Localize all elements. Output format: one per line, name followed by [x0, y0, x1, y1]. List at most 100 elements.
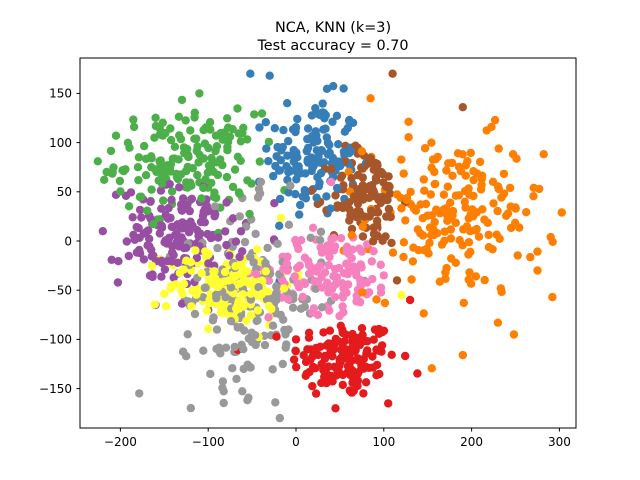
data-point-class_1 — [275, 221, 284, 230]
data-point-class_3 — [175, 183, 184, 192]
data-point-class_0 — [291, 335, 301, 344]
data-point-class_4 — [437, 240, 447, 249]
data-point-class_5 — [253, 306, 263, 315]
data-point-class_4 — [427, 364, 436, 373]
data-point-class_0 — [308, 352, 317, 361]
data-point-class_1 — [345, 116, 354, 126]
data-point-class_3 — [157, 204, 166, 213]
data-point-class_6 — [384, 204, 394, 214]
data-point-class_1 — [310, 159, 320, 169]
data-point-class_8 — [200, 283, 210, 292]
data-point-class_0 — [320, 354, 330, 363]
data-point-class_0 — [292, 362, 301, 372]
data-point-class_8 — [262, 295, 272, 304]
data-point-class_3 — [182, 243, 191, 252]
data-point-class_4 — [424, 249, 433, 258]
data-point-class_4 — [480, 215, 489, 224]
data-point-class_8 — [186, 403, 195, 413]
data-point-class_0 — [363, 337, 372, 346]
data-point-class_8 — [230, 342, 239, 352]
data-point-class_8 — [254, 184, 264, 193]
data-point-class_0 — [343, 352, 352, 361]
data-point-class_8 — [306, 233, 315, 242]
data-point-class_2 — [134, 176, 143, 185]
data-point-class_3 — [157, 258, 167, 268]
data-point-class_1 — [293, 153, 302, 162]
data-point-class_2 — [155, 124, 164, 133]
data-point-class_1 — [279, 125, 288, 135]
data-point-class_4 — [419, 309, 428, 318]
data-point-class_4 — [399, 252, 408, 262]
data-point-class_6 — [373, 208, 383, 217]
data-point-class_6 — [382, 212, 391, 221]
data-point-class_5 — [239, 301, 249, 310]
data-point-class_6 — [370, 163, 379, 172]
data-point-class_2 — [166, 124, 175, 133]
data-point-class_3 — [225, 251, 234, 260]
data-point-class_8 — [216, 349, 225, 358]
data-point-class_0 — [328, 351, 337, 361]
data-point-class_4 — [508, 150, 518, 159]
data-point-class_4 — [366, 94, 375, 103]
data-point-class_7 — [355, 244, 364, 253]
data-point-class_2 — [250, 110, 259, 119]
data-point-class_0 — [359, 389, 368, 398]
data-point-class_6 — [381, 182, 391, 191]
data-point-class_3 — [231, 237, 241, 246]
data-point-class_7 — [324, 260, 333, 270]
data-point-class_6 — [458, 103, 467, 112]
data-point-class_1 — [275, 194, 285, 204]
data-point-class_7 — [338, 293, 348, 302]
data-point-class_2 — [165, 163, 175, 172]
data-point-class_3 — [177, 233, 186, 242]
data-point-class_1 — [289, 145, 298, 155]
data-point-class_3 — [107, 255, 116, 264]
data-point-class_8 — [240, 237, 250, 247]
data-point-class_1 — [300, 186, 309, 195]
data-point-class_4 — [513, 251, 522, 260]
data-point-class_2 — [192, 134, 201, 143]
data-point-class_2 — [193, 142, 202, 151]
data-point-class_8 — [272, 282, 281, 291]
data-point-class_4 — [493, 318, 503, 327]
data-point-class_3 — [192, 253, 202, 263]
data-point-class_0 — [331, 404, 340, 413]
data-point-class_0 — [378, 328, 387, 337]
data-point-class_4 — [535, 184, 544, 194]
data-point-class_3 — [207, 233, 216, 242]
data-point-class_4 — [475, 157, 485, 167]
data-point-class_4 — [459, 298, 468, 308]
data-point-class_2 — [129, 115, 138, 124]
data-point-class_4 — [427, 138, 436, 147]
data-point-class_5 — [179, 265, 188, 274]
data-point-class_6 — [367, 186, 376, 196]
data-point-class_6 — [387, 238, 396, 248]
data-point-class_2 — [264, 137, 274, 147]
data-point-class_3 — [132, 248, 142, 257]
data-point-class_4 — [429, 225, 438, 234]
data-point-class_0 — [334, 337, 343, 346]
data-point-class_5 — [276, 213, 286, 222]
data-point-class_3 — [183, 200, 192, 210]
data-point-class_4 — [358, 288, 367, 297]
y-tick-label: −150 — [39, 382, 72, 396]
data-point-class_4 — [414, 246, 423, 255]
data-point-class_7 — [264, 313, 273, 322]
data-point-class_2 — [174, 112, 184, 122]
data-point-class_0 — [308, 362, 318, 372]
data-point-class_1 — [288, 125, 298, 134]
data-point-class_0 — [384, 399, 393, 408]
data-point-class_0 — [355, 340, 364, 350]
data-point-class_0 — [348, 378, 357, 387]
data-point-class_2 — [206, 164, 216, 173]
data-point-class_0 — [377, 341, 387, 350]
x-tick-label: 100 — [372, 435, 395, 449]
data-point-class_2 — [224, 123, 233, 132]
data-point-class_2 — [234, 129, 243, 138]
data-point-class_3 — [124, 251, 133, 261]
data-point-class_2 — [108, 168, 117, 177]
data-point-class_4 — [380, 298, 390, 308]
data-point-class_4 — [458, 241, 467, 250]
data-point-class_1 — [295, 210, 304, 219]
data-point-class_1 — [318, 99, 327, 108]
